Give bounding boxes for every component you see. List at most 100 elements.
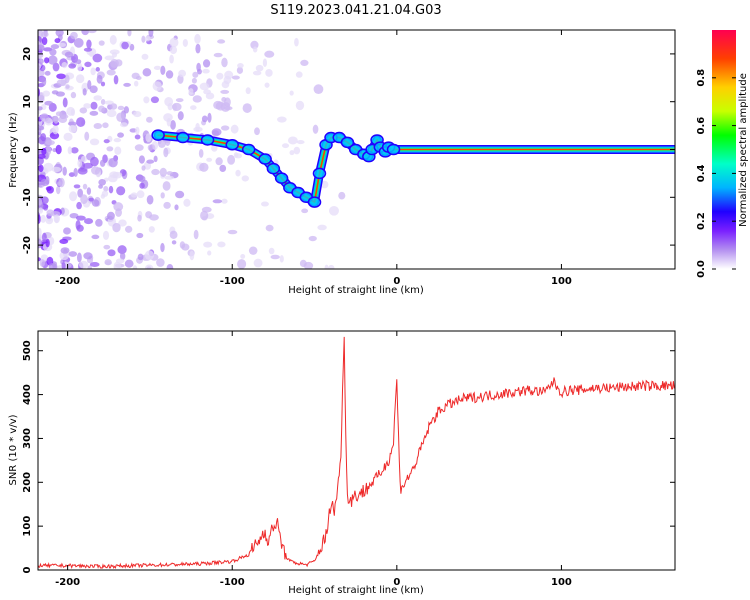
noise-blob [230, 124, 239, 134]
snr-y-tick-label: 500 [22, 340, 33, 361]
spectrogram-x-tick-label: 100 [551, 276, 572, 287]
noise-blob [104, 259, 112, 266]
noise-blob [38, 52, 44, 59]
noise-blob [45, 140, 55, 146]
noise-blob [211, 144, 218, 152]
noise-blob [338, 191, 346, 200]
noise-blob [220, 101, 231, 112]
noise-blob [90, 156, 99, 167]
noise-blob [235, 169, 241, 177]
noise-blob [202, 68, 210, 74]
noise-blob [98, 40, 105, 46]
noise-blob [77, 62, 83, 72]
noise-blob [73, 184, 81, 189]
noise-blob [75, 59, 82, 65]
noise-blob [169, 230, 178, 239]
noise-blob [54, 38, 61, 44]
noise-blob [116, 186, 126, 196]
snr-x-axis-label: Height of straight line (km) [288, 585, 424, 596]
noise-blob [83, 103, 91, 109]
colorbar-tick-label: 0.4 [696, 165, 707, 183]
noise-blob [127, 30, 132, 37]
noise-blob [42, 90, 51, 97]
spectrogram-noise [38, 30, 346, 269]
noise-blob [111, 52, 118, 58]
noise-blob [65, 84, 70, 89]
noise-blob [40, 214, 46, 223]
noise-blob [146, 116, 153, 123]
noise-blob [202, 59, 211, 68]
noise-blob [56, 73, 66, 80]
noise-blob [93, 123, 103, 130]
noise-blob [90, 67, 96, 76]
noise-blob [252, 70, 262, 76]
noise-blob [130, 192, 138, 198]
noise-blob [84, 61, 92, 68]
noise-blob [102, 230, 110, 240]
noise-blob [77, 167, 88, 175]
noise-blob [221, 96, 227, 103]
noise-blob [38, 198, 43, 206]
noise-blob [293, 146, 301, 155]
noise-blob [144, 36, 151, 42]
noise-blob [113, 202, 124, 212]
noise-blob [141, 53, 149, 60]
noise-blob [145, 211, 153, 219]
noise-blob [96, 74, 103, 84]
noise-blob [121, 41, 129, 50]
noise-blob [129, 128, 138, 133]
noise-blob [207, 112, 212, 123]
snr-y-tick-label: 0 [22, 566, 33, 573]
noise-blob [110, 103, 118, 110]
noise-blob [82, 162, 93, 169]
noise-blob [174, 204, 179, 211]
noise-blob [50, 44, 60, 50]
noise-blob [221, 198, 228, 204]
noise-blob [39, 259, 46, 267]
spectrogram-x-tick-label: -200 [55, 276, 80, 287]
noise-blob [199, 82, 210, 91]
noise-blob [250, 40, 259, 50]
noise-blob [80, 155, 87, 163]
noise-blob [190, 105, 197, 110]
noise-blob [236, 66, 244, 74]
noise-blob [289, 90, 294, 96]
noise-blob [270, 254, 280, 260]
noise-blob [89, 262, 100, 268]
noise-blob [38, 128, 42, 136]
spectrogram-y-tick-label: 0 [22, 146, 33, 153]
snr-y-tick-label: 200 [22, 472, 33, 493]
noise-blob [89, 138, 100, 146]
noise-blob [76, 74, 85, 84]
noise-blob [40, 31, 49, 38]
noise-blob [217, 39, 226, 44]
noise-blob [262, 58, 268, 67]
noise-blob [40, 113, 50, 122]
noise-blob [203, 241, 213, 248]
noise-blob [40, 196, 49, 205]
spectrogram-y-tick-label: -10 [22, 188, 33, 206]
noise-blob [76, 201, 82, 210]
noise-blob [100, 193, 106, 199]
colorbar [712, 30, 736, 269]
snr-y-tick-label: 400 [22, 384, 33, 405]
noise-blob [48, 237, 55, 246]
noise-blob [193, 229, 199, 240]
ridge-point [151, 129, 165, 141]
noise-blob [234, 153, 242, 159]
noise-blob [38, 238, 42, 249]
noise-blob [103, 185, 109, 192]
noise-blob [55, 144, 62, 155]
noise-blob [194, 33, 201, 44]
noise-blob [80, 194, 88, 205]
noise-blob [68, 63, 77, 69]
noise-blob [40, 133, 47, 142]
noise-blob [103, 244, 111, 250]
noise-blob [73, 37, 84, 48]
noise-blob [200, 210, 209, 221]
noise-blob [108, 157, 118, 168]
noise-blob [135, 126, 140, 135]
noise-blob [206, 157, 213, 162]
noise-blob [144, 250, 155, 261]
